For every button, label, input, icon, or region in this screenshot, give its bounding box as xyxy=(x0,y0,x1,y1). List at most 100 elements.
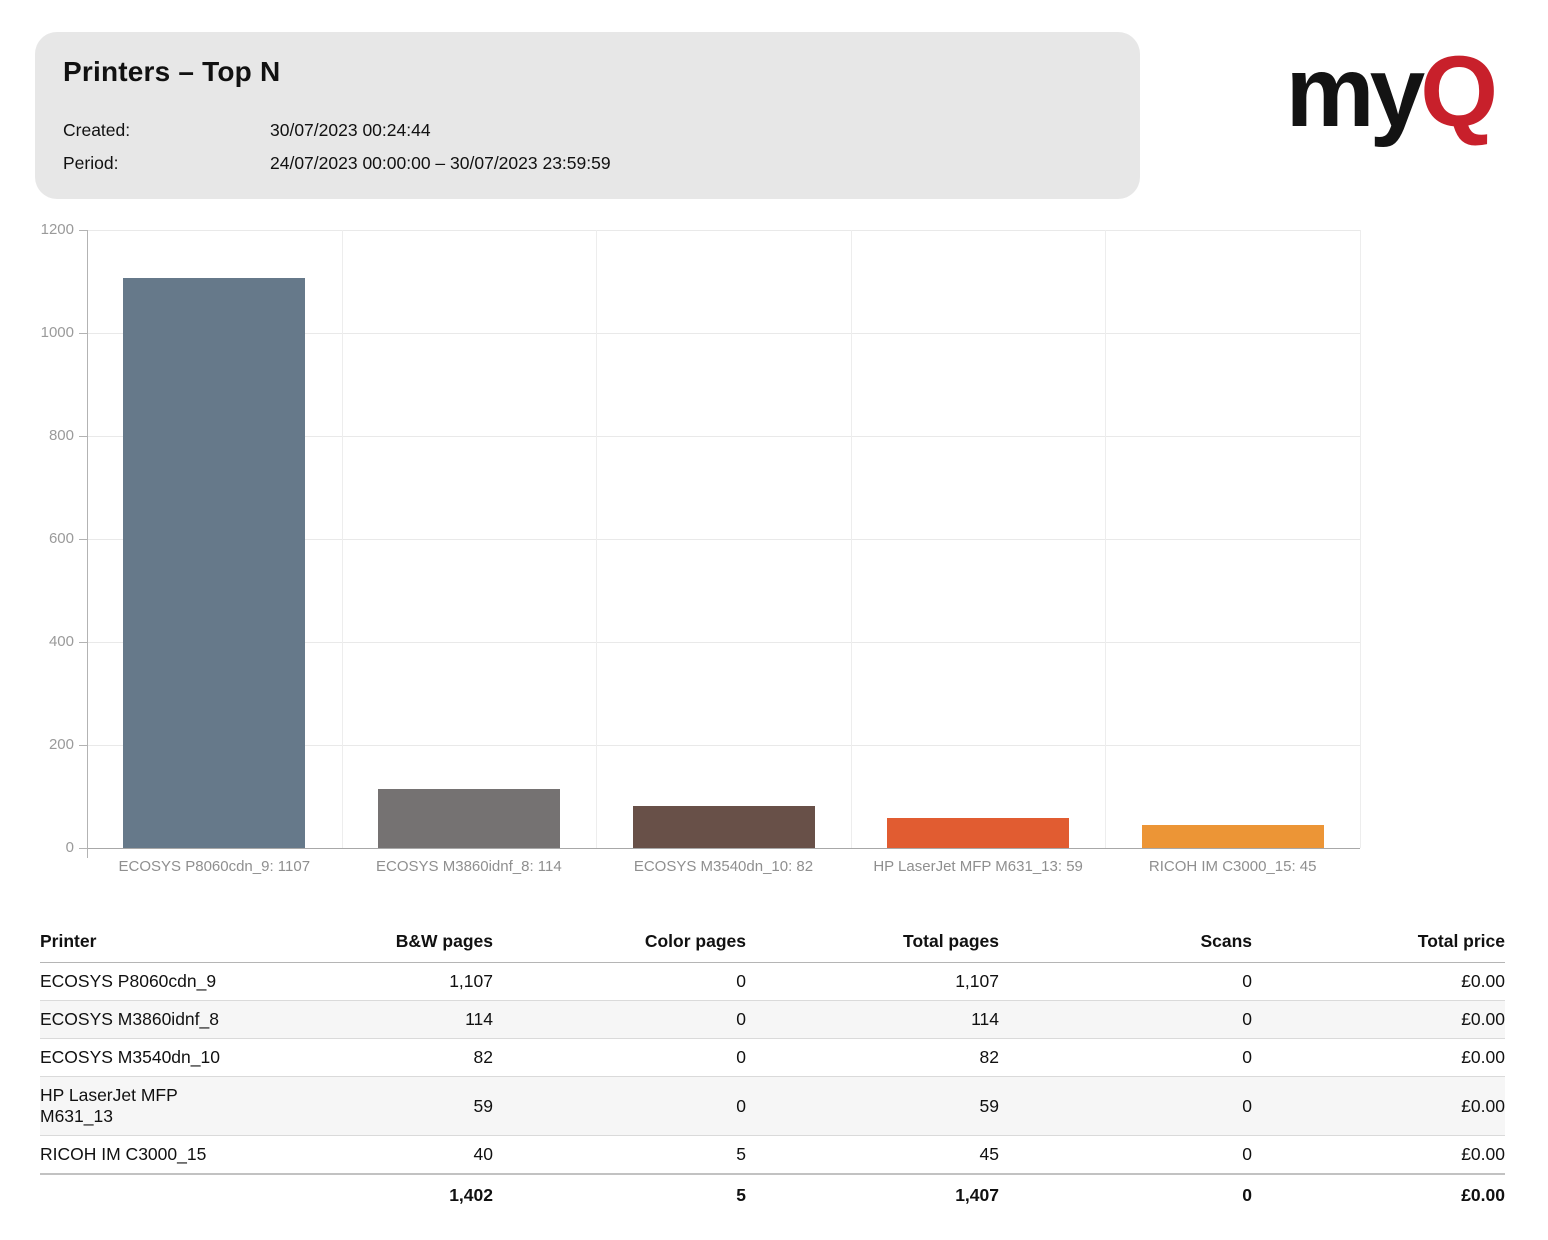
column-header: B&W pages xyxy=(240,923,493,963)
table-row: ECOSYS M3540dn_10 82 0 82 0 £0.00 xyxy=(40,1038,1505,1077)
value-cell: 0 xyxy=(999,962,1252,1001)
y-tick xyxy=(79,333,87,334)
x-gridline xyxy=(596,230,598,848)
value-cell: £0.00 xyxy=(1252,1135,1505,1175)
created-value: 30/07/2023 00:24:44 xyxy=(270,120,431,140)
totals-row: 1,402 5 1,407 0 £0.00 xyxy=(40,1173,1505,1216)
category-label: ECOSYS P8060cdn_9: 1107 xyxy=(118,858,311,875)
summary-table: Printer B&W pages Color pages Total pages Sc… xyxy=(40,923,1505,1216)
value-cell: £0.00 xyxy=(1252,1038,1505,1077)
table-row: HP LaserJet MFP M631_13 59 0 59 0 £0.00 xyxy=(40,1076,1505,1136)
table-header: Printer B&W pages Color pages Total pages Sc… xyxy=(40,923,1505,963)
y-axis-label: 1000 xyxy=(40,324,74,341)
table-footer: 1,402 5 1,407 0 £0.00 xyxy=(40,1173,1505,1216)
y-gridline xyxy=(87,745,1360,746)
y-axis-line xyxy=(87,230,88,858)
column-header: Total price xyxy=(1252,923,1505,963)
value-cell: £0.00 xyxy=(1252,962,1505,1001)
printer-name-cell: ECOSYS M3860idnf_8 xyxy=(40,1000,240,1039)
bar-chart: 0 200 400 600 800 1000 1200 ECOSYS P8060cdn_9: … xyxy=(0,202,1548,897)
value-cell: 5 xyxy=(493,1135,746,1175)
x-gridline xyxy=(850,230,852,848)
y-tick xyxy=(79,745,87,746)
report-header-card: Printers – Top N Created: 30/07/2023 00:… xyxy=(35,32,1140,199)
printer-name-cell: ECOSYS M3540dn_10 xyxy=(40,1038,240,1077)
x-gridline xyxy=(341,230,343,848)
y-tick xyxy=(79,230,87,231)
value-cell: £0.00 xyxy=(1252,1076,1505,1136)
value-cell: 0 xyxy=(999,1000,1252,1039)
column-header: Scans xyxy=(999,923,1252,963)
table-body: ECOSYS P8060cdn_9 1,107 0 1,107 0 £0.00 ECOSYS… xyxy=(40,962,1505,1175)
value-cell: 82 xyxy=(240,1038,493,1077)
y-tick xyxy=(79,848,87,849)
y-gridline xyxy=(87,230,1360,231)
x-gridline xyxy=(1105,230,1107,848)
myq-logo-my: my xyxy=(1285,36,1426,148)
value-cell: 0 xyxy=(999,1038,1252,1077)
table-row: RICOH IM C3000_15 40 5 45 0 £0.00 xyxy=(40,1135,1505,1175)
y-axis-label: 200 xyxy=(48,736,74,753)
total-cell: 5 xyxy=(493,1173,746,1216)
y-axis-label: 400 xyxy=(48,633,74,650)
total-cell: £0.00 xyxy=(1252,1173,1505,1216)
table-row: ECOSYS M3860idnf_8 114 0 114 0 £0.00 xyxy=(40,1000,1505,1039)
y-axis-label: 600 xyxy=(48,530,74,547)
value-cell: 0 xyxy=(999,1135,1252,1175)
bar xyxy=(123,277,306,848)
value-cell: 0 xyxy=(493,1076,746,1136)
myq-logo-q: Q xyxy=(1420,36,1498,148)
x-gridline xyxy=(1360,230,1361,848)
y-tick xyxy=(79,642,87,643)
value-cell: 0 xyxy=(999,1076,1252,1136)
bar xyxy=(887,817,1070,848)
value-cell: 40 xyxy=(240,1135,493,1175)
category-label: RICOH IM C3000_15: 45 xyxy=(1148,858,1317,875)
y-axis-label: 800 xyxy=(48,427,74,444)
bar xyxy=(632,805,815,848)
value-cell: 45 xyxy=(746,1135,999,1175)
y-gridline xyxy=(87,642,1360,643)
value-cell: 1,107 xyxy=(746,962,999,1001)
y-gridline xyxy=(87,436,1360,437)
myq-logo: myQ xyxy=(1286,42,1498,142)
y-gridline xyxy=(87,539,1360,540)
y-gridline xyxy=(87,333,1360,334)
total-cell xyxy=(40,1173,240,1216)
category-label: ECOSYS M3540dn_10: 82 xyxy=(633,858,814,875)
period-value: 24/07/2023 00:00:00 – 30/07/2023 23:59:5… xyxy=(270,153,611,173)
printer-name-cell: RICOH IM C3000_15 xyxy=(40,1135,240,1175)
value-cell: 82 xyxy=(746,1038,999,1077)
printer-name-cell: ECOSYS P8060cdn_9 xyxy=(40,962,240,1001)
value-cell: 114 xyxy=(240,1000,493,1039)
period-label: Period: xyxy=(63,153,119,173)
value-cell: 114 xyxy=(746,1000,999,1039)
value-cell: 0 xyxy=(493,962,746,1001)
value-cell: £0.00 xyxy=(1252,1000,1505,1039)
category-label: ECOSYS M3860idnf_8: 114 xyxy=(376,858,562,875)
value-cell: 0 xyxy=(493,1000,746,1039)
value-cell: 1,107 xyxy=(240,962,493,1001)
bar xyxy=(377,789,560,848)
table-row: ECOSYS P8060cdn_9 1,107 0 1,107 0 £0.00 xyxy=(40,962,1505,1001)
total-cell: 1,407 xyxy=(746,1173,999,1216)
page-title: Printers – Top N xyxy=(63,56,281,87)
y-tick xyxy=(79,539,87,540)
header-row: Printer B&W pages Color pages Total pages Sc… xyxy=(40,923,1505,963)
y-gridline xyxy=(87,848,1360,849)
column-header: Total pages xyxy=(746,923,999,963)
created-label: Created: xyxy=(63,120,131,140)
report-meta: Created: 30/07/2023 00:24:44 Period: 24/… xyxy=(63,120,611,174)
value-cell: 0 xyxy=(493,1038,746,1077)
printer-name-cell: HP LaserJet MFP M631_13 xyxy=(40,1076,240,1136)
total-cell: 1,402 xyxy=(240,1173,493,1216)
value-cell: 59 xyxy=(746,1076,999,1136)
total-cell: 0 xyxy=(999,1173,1252,1216)
y-tick xyxy=(79,436,87,437)
y-axis-label: 1200 xyxy=(40,221,74,238)
y-axis-label: 0 xyxy=(65,839,74,856)
category-label: HP LaserJet MFP M631_13: 59 xyxy=(873,858,1083,875)
bar xyxy=(1141,824,1324,848)
column-header: Color pages xyxy=(493,923,746,963)
column-header: Printer xyxy=(40,923,240,963)
